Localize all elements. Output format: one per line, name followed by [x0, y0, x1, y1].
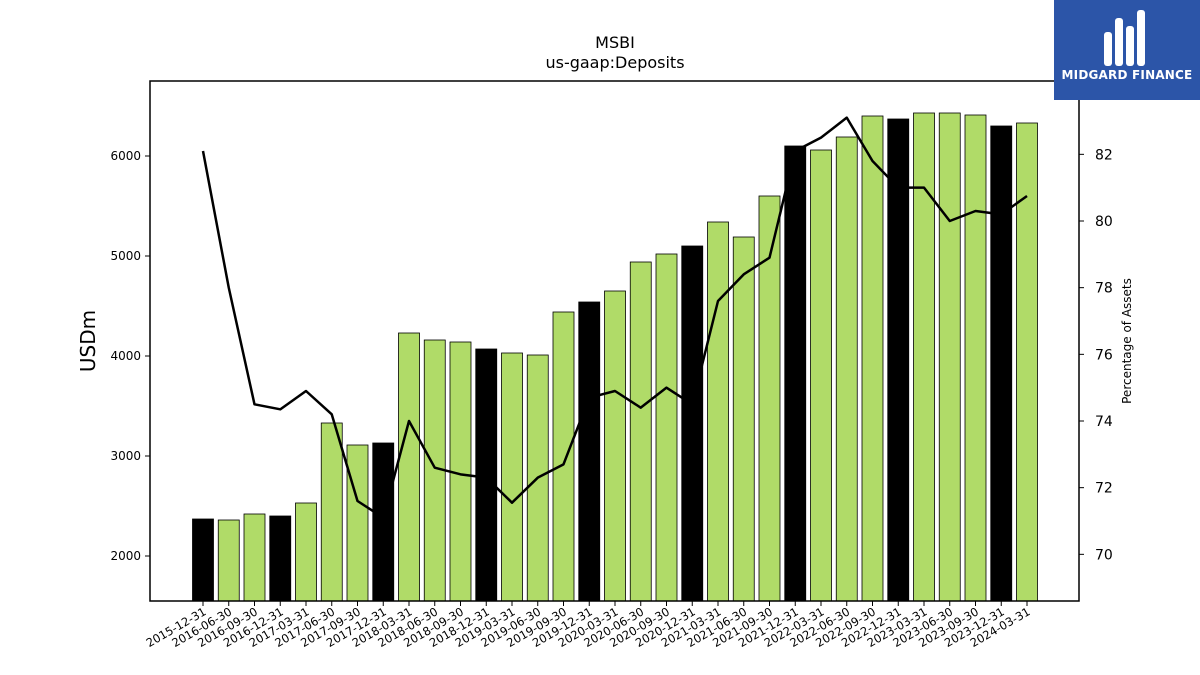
y2-tick-label: 82	[1095, 147, 1113, 163]
bar	[655, 253, 678, 602]
bar	[810, 149, 832, 602]
y2-tick-label: 80	[1095, 214, 1113, 230]
bar	[861, 115, 884, 602]
y-tick-label: 2000	[110, 549, 141, 563]
bar	[913, 112, 935, 602]
bar	[372, 442, 395, 602]
y2-tick-label: 72	[1095, 481, 1113, 497]
bar	[784, 145, 807, 602]
y-tick-label: 6000	[110, 149, 141, 163]
bar	[501, 352, 523, 602]
bar	[681, 245, 704, 602]
bar	[192, 518, 214, 602]
y-tick-label: 5000	[110, 249, 141, 263]
bar	[732, 236, 755, 602]
percentage-line	[201, 116, 1028, 519]
x-axis: 2015-12-312016-06-302016-09-302016-12-31…	[144, 601, 1033, 650]
y-tick-label: 3000	[110, 449, 141, 463]
bar	[346, 444, 369, 602]
y-tick-label: 4000	[110, 349, 141, 363]
bar	[707, 221, 729, 602]
brand-logo: MIDGARD FINANCE	[1054, 0, 1200, 100]
y-axis-label: USDm	[76, 310, 100, 372]
bar	[243, 513, 266, 602]
bar	[217, 519, 240, 602]
bar	[552, 311, 575, 602]
y2-tick-label: 70	[1095, 547, 1113, 563]
logo-mark-icon	[1104, 10, 1145, 66]
bar	[604, 290, 626, 602]
line-series	[201, 116, 1028, 519]
logo-text: MIDGARD FINANCE	[1061, 68, 1193, 82]
bar	[990, 125, 1013, 602]
chart-title: MSBI	[595, 33, 635, 52]
chart-subtitle: us-gaap:Deposits	[545, 53, 684, 72]
y2-tick-label: 76	[1095, 347, 1113, 363]
bar	[887, 118, 910, 602]
bar	[475, 348, 498, 602]
bar	[578, 301, 601, 602]
bar	[295, 502, 317, 602]
bar	[320, 422, 343, 602]
bar	[398, 332, 420, 602]
y-axis-right: 70 72 74 76 78 80 82	[1079, 147, 1113, 563]
bar	[1016, 122, 1038, 602]
y-axis-left: 2000 3000 4000 5000 6000	[110, 149, 150, 563]
bar-series	[192, 112, 1038, 602]
bar	[835, 136, 858, 602]
bar	[964, 114, 987, 602]
y2-tick-label: 74	[1095, 414, 1113, 430]
bar	[629, 261, 652, 602]
y2-tick-label: 78	[1095, 281, 1113, 297]
bar	[269, 515, 292, 602]
bar	[938, 112, 961, 602]
y2-axis-label: Percentage of Assets	[1120, 278, 1134, 404]
